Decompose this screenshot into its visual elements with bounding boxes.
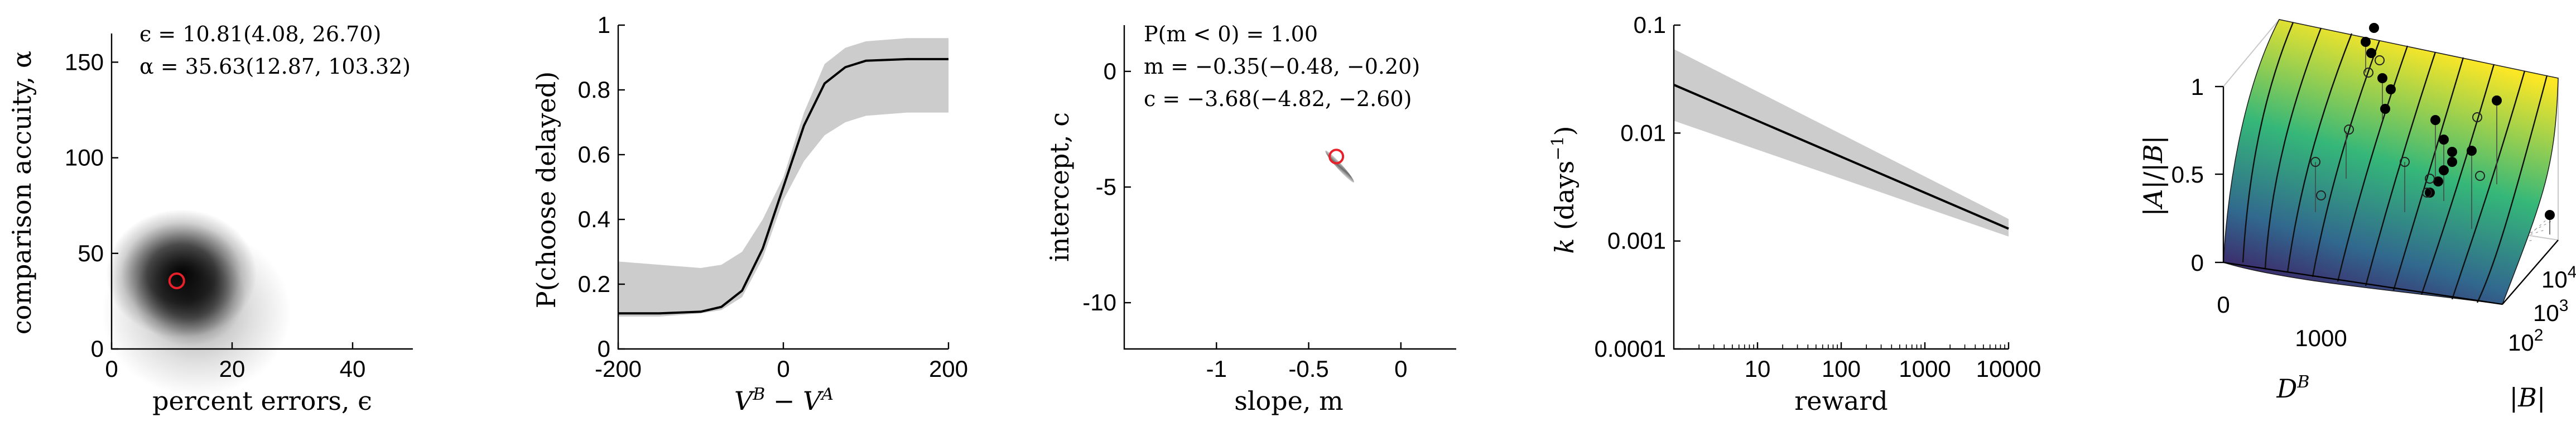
slope-intercept-axes bbox=[1123, 25, 1456, 350]
discount-rate-ticks: 10 100 1000 10000 0.1 0.01 0.001 0.0001 bbox=[1595, 12, 2041, 382]
psychometric-axes bbox=[617, 25, 948, 350]
psychometric-xtick-label: 0 bbox=[777, 356, 789, 382]
surface-axes bbox=[2215, 85, 2559, 305]
density-ytick-label: 100 bbox=[65, 145, 104, 171]
surface-mesh bbox=[2223, 19, 2559, 305]
discount-rate-xtick-label: 10 bbox=[1745, 356, 1771, 382]
slope-intercept-annotation-c: c = −3.68(−4.82, −2.60) bbox=[1144, 87, 1412, 111]
discount-rate-xtick-label: 10000 bbox=[1976, 356, 2041, 382]
svg-text:102: 102 bbox=[2508, 326, 2543, 356]
discount-rate-axes bbox=[1673, 25, 2009, 350]
slope-intercept-posterior-cloud bbox=[1325, 150, 1354, 183]
density-xlabel: percent errors, ϵ bbox=[152, 386, 372, 416]
discount-rate-credible-band bbox=[1674, 49, 2009, 237]
surface-ztick-0.5: 0.5 bbox=[2171, 161, 2204, 188]
surface-contours bbox=[2242, 22, 2548, 303]
discount-rate-xtick-label: 100 bbox=[1822, 356, 1861, 382]
psychometric-xtick-label: -200 bbox=[595, 356, 642, 382]
density-ytick-label: 150 bbox=[65, 49, 104, 75]
discount-rate-xlabel: reward bbox=[1794, 386, 1888, 416]
discount-rate-ytick-label: 0.1 bbox=[1634, 12, 1666, 38]
density-ytick-label: 50 bbox=[78, 240, 104, 266]
psychometric-curve bbox=[618, 58, 948, 315]
density-annotation-epsilon: ϵ = 10.81(4.08, 26.70) bbox=[139, 22, 381, 46]
slope-intercept-xtick-label: -1 bbox=[1206, 356, 1227, 382]
density-xtick-label: 40 bbox=[340, 356, 366, 382]
surface-ytick-1e4: 104 bbox=[2541, 263, 2576, 293]
svg-text:104: 104 bbox=[2541, 263, 2576, 293]
density-mode-marker bbox=[168, 272, 185, 289]
surface-zlabel: |A|/|B| bbox=[2138, 136, 2168, 217]
density-axes bbox=[110, 33, 413, 350]
discount-rate-ytick-label: 0.01 bbox=[1620, 119, 1666, 146]
psychometric-xlabel: VB − VA bbox=[734, 385, 834, 416]
slope-intercept-xlabel: slope, m bbox=[1234, 386, 1344, 416]
discount-rate-ytick-label: 0.0001 bbox=[1595, 336, 1666, 362]
psychometric-ytick-label: 0.4 bbox=[578, 206, 610, 232]
psychometric-ytick-label: 0.6 bbox=[578, 141, 610, 167]
slope-intercept-ytick-label: -10 bbox=[1082, 289, 1116, 315]
psychometric-ytick-label: 0.8 bbox=[578, 76, 610, 103]
surface-data-points bbox=[2310, 23, 2555, 234]
panel-slope-intercept: -1 -0.5 0 0 -5 -10 slope, m intercept, c P(m … bbox=[1044, 22, 1456, 416]
panel-surface-3d: 1 0.5 0 0 1000 102 103 104 DB |B| |A|/|B… bbox=[2138, 18, 2576, 413]
surface-xlabel: DB bbox=[2276, 372, 2310, 404]
discount-rate-ytick-label: 0.001 bbox=[1607, 228, 1666, 254]
psychometric-xtick-label: 200 bbox=[929, 356, 968, 382]
density-xtick-label: 0 bbox=[105, 356, 118, 382]
density-ytick-label: 0 bbox=[91, 336, 104, 362]
surface-xtick-0: 0 bbox=[2217, 291, 2230, 318]
slope-intercept-ylabel: intercept, c bbox=[1044, 112, 1075, 262]
discount-rate-xtick-label: 1000 bbox=[1899, 356, 1951, 382]
slope-intercept-ytick-label: -5 bbox=[1096, 174, 1116, 200]
surface-ytick-1e2: 102 bbox=[2508, 326, 2543, 356]
slope-intercept-ticks: -1 -0.5 0 0 -5 -10 bbox=[1082, 58, 1407, 382]
surface-xtick-1000: 1000 bbox=[2295, 325, 2347, 351]
density-annotation-alpha: α = 35.63(12.87, 103.32) bbox=[139, 54, 411, 79]
surface-ztick-0: 0 bbox=[2191, 250, 2204, 276]
slope-intercept-annotation-m: m = −0.35(−0.48, −0.20) bbox=[1144, 54, 1420, 79]
surface-ytick-1e3: 103 bbox=[2533, 296, 2568, 326]
density-ticks: 0 20 40 0 50 100 150 bbox=[65, 49, 365, 382]
svg-text:103: 103 bbox=[2533, 296, 2568, 326]
psychometric-credible-band bbox=[618, 38, 948, 317]
psychometric-ytick-label: 0.2 bbox=[578, 271, 610, 297]
density-ylabel: comparison accuity, α bbox=[7, 51, 37, 334]
slope-intercept-mode-marker bbox=[1328, 149, 1345, 165]
slope-intercept-annotation-prob: P(m < 0) = 1.00 bbox=[1144, 22, 1318, 46]
psychometric-ytick-label: 1 bbox=[598, 12, 610, 38]
slope-intercept-xtick-label: -0.5 bbox=[1288, 356, 1328, 382]
panel-density: 0 20 40 0 50 100 150 percent errors, ϵ compari… bbox=[7, 22, 413, 416]
psychometric-ytick-label: 0 bbox=[598, 336, 610, 362]
surface-ylabel: |B| bbox=[2510, 382, 2546, 413]
density-xtick-label: 20 bbox=[219, 356, 245, 382]
surface-ztick-1: 1 bbox=[2191, 74, 2204, 100]
slope-intercept-ytick-label: 0 bbox=[1104, 58, 1116, 84]
density-heatmap bbox=[102, 209, 291, 396]
discount-rate-ylabel: k (days−1) bbox=[1548, 126, 1580, 253]
psychometric-ylabel: P(choose delayed) bbox=[531, 71, 561, 309]
slope-intercept-xtick-label: 0 bbox=[1394, 356, 1407, 382]
discount-rate-line bbox=[1673, 84, 2009, 230]
